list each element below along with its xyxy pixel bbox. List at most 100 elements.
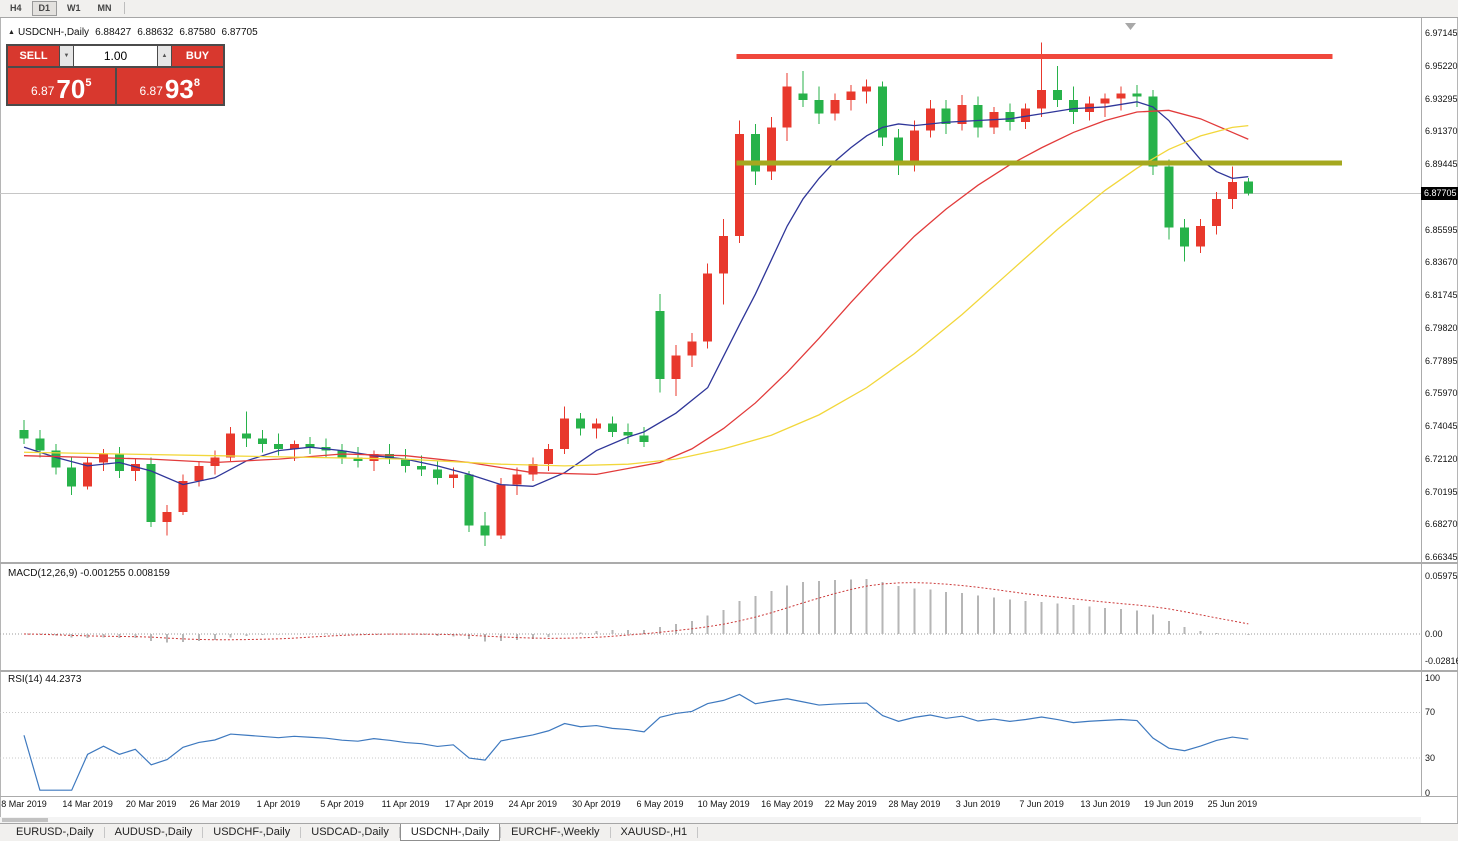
tab-separator [202,827,204,838]
chart-tab-usdcnh-daily[interactable]: USDCNH-,Daily [399,824,501,841]
date-axis-label: 22 May 2019 [824,799,877,809]
price-axis-label: 6.95220 [1425,60,1458,71]
sell-price-prefix: 6.87 [31,84,55,98]
tab-separator [609,827,611,838]
date-axis-label: 14 Mar 2019 [62,799,113,809]
price-axis-label: 6.91370 [1425,126,1458,137]
macd-axis-label: -0.02816 [1425,656,1458,667]
macd-axis-label: 0.00 [1425,629,1443,639]
date-axis-label: 19 Jun 2019 [1144,799,1194,809]
date-axis-label: 7 Jun 2019 [1019,799,1064,809]
price-axis-label: 6.72120 [1425,453,1458,464]
chart-symbol-label: USDCNH-,Daily [17,27,90,38]
ohlc-high: 6.88632 [137,27,174,38]
date-axis-label: 20 Mar 2019 [125,799,177,809]
price-chart-canvas[interactable] [0,18,1458,823]
sell-price-point: 5 [85,77,92,89]
buy-price-pips: 93 [164,74,194,104]
price-axis-label: 6.97145 [1425,28,1458,38]
price-axis-label: 6.68270 [1425,519,1458,530]
macd-indicator-label: MACD(12,26,9) -0.001255 0.008159 [8,568,170,579]
date-axis-label: 30 Apr 2019 [572,799,621,809]
ohlc-open: 6.88427 [95,27,132,38]
horizontal-scrollbar-handle[interactable] [2,818,48,822]
chart-tab-xauusd-h1[interactable]: XAUUSD-,H1 [620,826,688,838]
chart-shift-marker [1125,23,1136,30]
chart-tab-eurusd-daily[interactable]: EURUSD-,Daily [16,826,94,838]
trade-controls-row: SELL ▼ ▲ BUY [8,46,223,66]
timeframe-button-d1[interactable]: D1 [31,1,58,16]
price-axis-label: 6.83670 [1425,257,1458,268]
price-axis-label: 6.93295 [1425,93,1458,104]
ohlc-close: 6.87705 [221,27,258,38]
panel-divider[interactable] [0,670,1458,672]
timeframe-button-h4[interactable]: H4 [3,1,29,16]
macd-axis-label: 0.059758 [1425,571,1458,581]
date-axis-label: 16 May 2019 [761,799,814,809]
chevron-down-icon: ▼ [63,53,70,59]
price-axis-label: 6.85595 [1425,224,1458,235]
timeframe-toolbar: H4 D1 W1 MN [0,0,1458,18]
date-axis-label: 5 Apr 2019 [320,799,364,809]
date-axis-label: 26 Mar 2019 [189,799,241,809]
sell-price-pips: 70 [56,74,86,104]
date-axis-border [0,796,1458,797]
buy-button[interactable]: BUY [172,46,223,66]
ohlc-low: 6.87580 [179,27,216,38]
tab-separator [300,827,302,838]
tab-separator [500,827,502,838]
buy-price-point: 8 [193,77,200,89]
rsi-axis-label: 100 [1425,673,1441,683]
chart-title: ▲ USDCNH-,Daily 6.88427 6.88632 6.87580 6.877… [8,27,258,38]
tab-separator [398,827,400,838]
sell-price-box[interactable]: 6.87 70 5 [8,68,115,104]
date-axis-label: 8 Mar 2019 [1,799,47,809]
price-axis-label: 6.89445 [1425,159,1458,169]
price-axis-label: 6.74045 [1425,421,1458,431]
chart-tab-usdchf-daily[interactable]: USDCHF-,Daily [213,826,291,838]
price-axis-label: 6.75970 [1425,388,1458,399]
timeframe-button-mn[interactable]: MN [91,1,119,16]
symbol-marker-icon: ▲ [8,29,15,36]
price-axis-label: 6.79820 [1425,322,1458,333]
rsi-axis-label: 30 [1425,753,1436,764]
sell-button[interactable]: SELL [8,46,59,66]
volume-decrease-spinner[interactable]: ▼ [60,46,73,66]
tab-separator [697,827,699,838]
timeframe-button-w1[interactable]: W1 [60,1,88,16]
rsi-indicator-label: RSI(14) 44.2373 [8,674,82,685]
tab-separator [103,827,105,838]
rsi-axis-label: 0 [1425,787,1431,798]
date-axis-label: 25 Jun 2019 [1207,799,1258,809]
volume-input[interactable] [74,46,157,66]
date-axis-label: 24 Apr 2019 [508,799,558,809]
date-axis-label: 1 Apr 2019 [256,799,301,809]
price-axis-label: 6.77895 [1425,355,1458,366]
date-axis-label: 17 Apr 2019 [444,799,494,809]
date-axis-label: 10 May 2019 [697,799,750,809]
price-axis-label: 6.81745 [1425,290,1458,300]
date-axis-label: 6 May 2019 [636,799,684,809]
trade-prices-row: 6.87 70 5 6.87 93 8 [8,68,223,104]
horizontal-scrollbar[interactable] [0,817,1421,823]
price-axis-label: 6.66345 [1425,552,1458,562]
chart-tab-usdcad-daily[interactable]: USDCAD-,Daily [311,826,389,838]
chevron-up-icon: ▲ [161,53,168,59]
toolbar-separator [123,2,125,14]
date-axis-label: 3 Jun 2019 [955,799,1001,809]
chart-tab-audusd-daily[interactable]: AUDUSD-,Daily [114,826,193,838]
current-price-tag: 6.87705 [1421,187,1458,201]
buy-price-box[interactable]: 6.87 93 8 [116,68,223,104]
date-axis-label: 13 Jun 2019 [1080,799,1130,809]
chart-window: ▲ USDCNH-,Daily 6.88427 6.88632 6.87580 6.877… [0,18,1458,823]
price-axis-border [1421,18,1422,797]
price-axis-label: 6.70195 [1425,486,1458,497]
chart-tab-eurchf-weekly[interactable]: EURCHF-,Weekly [511,826,600,838]
rsi-axis-label: 70 [1425,707,1436,718]
volume-increase-spinner[interactable]: ▲ [158,46,171,66]
chart-tabs-bar: EURUSD-,Daily AUDUSD-,Daily USDCHF-,Daily U… [0,823,1458,841]
chart-left-border [0,18,1,823]
panel-divider[interactable] [0,562,1458,564]
